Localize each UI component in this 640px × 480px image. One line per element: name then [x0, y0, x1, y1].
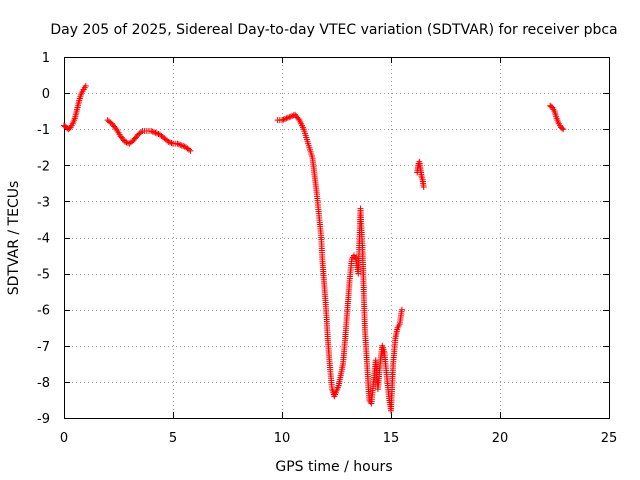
- y-tick-label: -8: [37, 376, 50, 391]
- data-point: [286, 114, 293, 121]
- x-axis-label: GPS time / hours: [275, 459, 392, 475]
- data-point: [398, 306, 405, 313]
- grid: [64, 57, 609, 418]
- y-tick-label: 1: [42, 51, 50, 66]
- data-point: [152, 129, 159, 136]
- data-point: [284, 114, 291, 121]
- data-point: [420, 183, 427, 190]
- data-point: [175, 141, 182, 148]
- data-point: [290, 112, 297, 119]
- series-segment-1: [61, 82, 89, 133]
- data-point: [559, 125, 566, 132]
- data-point: [187, 147, 194, 154]
- data-point: [279, 117, 285, 124]
- y-tick-label: 0: [42, 87, 50, 102]
- chart-title: Day 205 of 2025, Sidereal Day-to-day VTE…: [50, 22, 617, 38]
- y-axis-label: SDTVAR / TECUs: [6, 181, 22, 296]
- x-tick-label: 10: [274, 431, 291, 446]
- series-segment-4: [414, 158, 427, 190]
- y-tick-label: -1: [37, 123, 50, 138]
- data-point: [138, 129, 145, 136]
- data-point: [134, 132, 141, 139]
- x-tick-label: 15: [383, 431, 400, 446]
- x-tick-label: 0: [60, 431, 68, 446]
- data-point: [107, 119, 114, 126]
- x-tick-label: 20: [492, 431, 509, 446]
- data-point: [154, 130, 161, 137]
- data-series: [61, 82, 567, 414]
- series-segment-5: [547, 102, 567, 133]
- y-tick-label: -9: [37, 412, 50, 427]
- data-point: [287, 113, 294, 120]
- x-tick-label: 25: [601, 431, 618, 446]
- series-segment-3: [274, 111, 405, 414]
- data-point: [168, 140, 175, 147]
- data-point: [283, 115, 290, 122]
- data-point: [151, 129, 158, 136]
- y-tick-label: -6: [37, 304, 50, 319]
- data-point: [560, 126, 567, 133]
- y-tick-label: -5: [37, 268, 50, 283]
- data-point: [280, 116, 287, 123]
- data-point: [174, 140, 181, 147]
- data-point: [122, 138, 129, 145]
- data-point: [295, 115, 302, 122]
- data-point: [112, 124, 119, 131]
- data-point: [185, 146, 192, 153]
- data-point: [167, 139, 174, 146]
- data-point: [281, 115, 288, 122]
- data-point: [180, 143, 187, 150]
- x-tick-label: 5: [169, 431, 177, 446]
- data-point: [82, 82, 89, 89]
- data-point: [165, 138, 172, 145]
- data-point: [129, 138, 136, 145]
- data-point: [149, 128, 156, 135]
- data-point: [148, 128, 155, 135]
- series-segment-2: [104, 117, 194, 154]
- y-tick-label: -7: [37, 340, 50, 355]
- y-tick-label: -3: [37, 195, 50, 210]
- data-point: [177, 141, 184, 148]
- y-tick-label: -2: [37, 159, 50, 174]
- data-point: [178, 142, 185, 149]
- y-tick-label: -4: [37, 232, 50, 247]
- data-point: [124, 140, 131, 147]
